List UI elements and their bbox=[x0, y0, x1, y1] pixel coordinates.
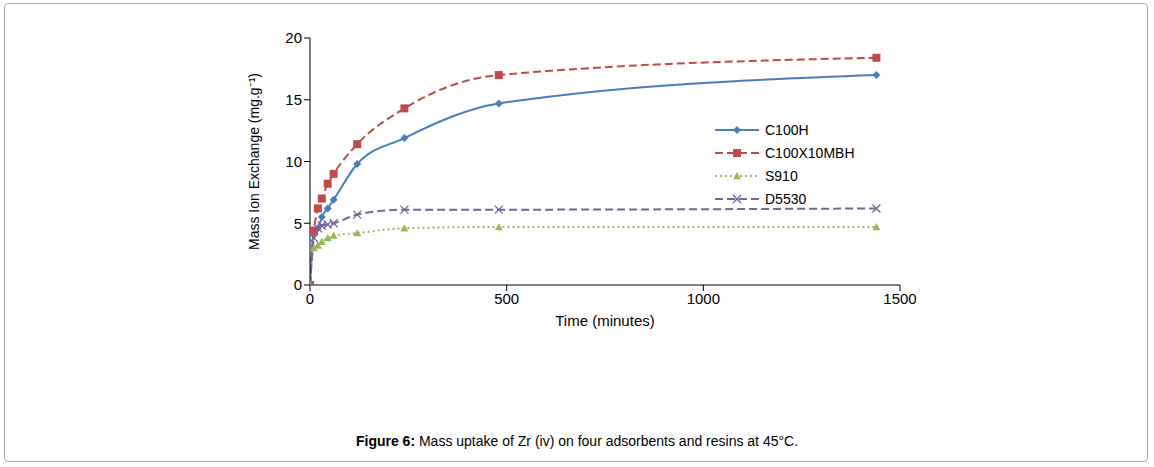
svg-text:20: 20 bbox=[285, 29, 302, 46]
svg-text:5: 5 bbox=[294, 215, 302, 232]
svg-text:Time (minutes): Time (minutes) bbox=[555, 312, 654, 329]
svg-text:0: 0 bbox=[294, 276, 302, 293]
svg-text:0: 0 bbox=[306, 290, 314, 307]
svg-text:500: 500 bbox=[494, 290, 519, 307]
svg-text:1500: 1500 bbox=[883, 290, 916, 307]
html-text:Figure 6: Mass uptake of Zr (i: Figure 6: Mass uptake of Zr (iv) on four… bbox=[355, 433, 799, 449]
html-text:C100H: C100H bbox=[765, 121, 809, 138]
svg-text:10: 10 bbox=[285, 153, 302, 170]
html-text:C100X10MBH: C100X10MBH bbox=[765, 144, 855, 161]
html-text:D5530: D5530 bbox=[765, 190, 807, 207]
svg-text:Mass Ion Exchange (mg.g⁻¹): Mass Ion Exchange (mg.g⁻¹) bbox=[246, 73, 262, 250]
svg-text:15: 15 bbox=[285, 91, 302, 108]
html-text:S910: S910 bbox=[765, 167, 798, 184]
svg-text:1000: 1000 bbox=[687, 290, 720, 307]
